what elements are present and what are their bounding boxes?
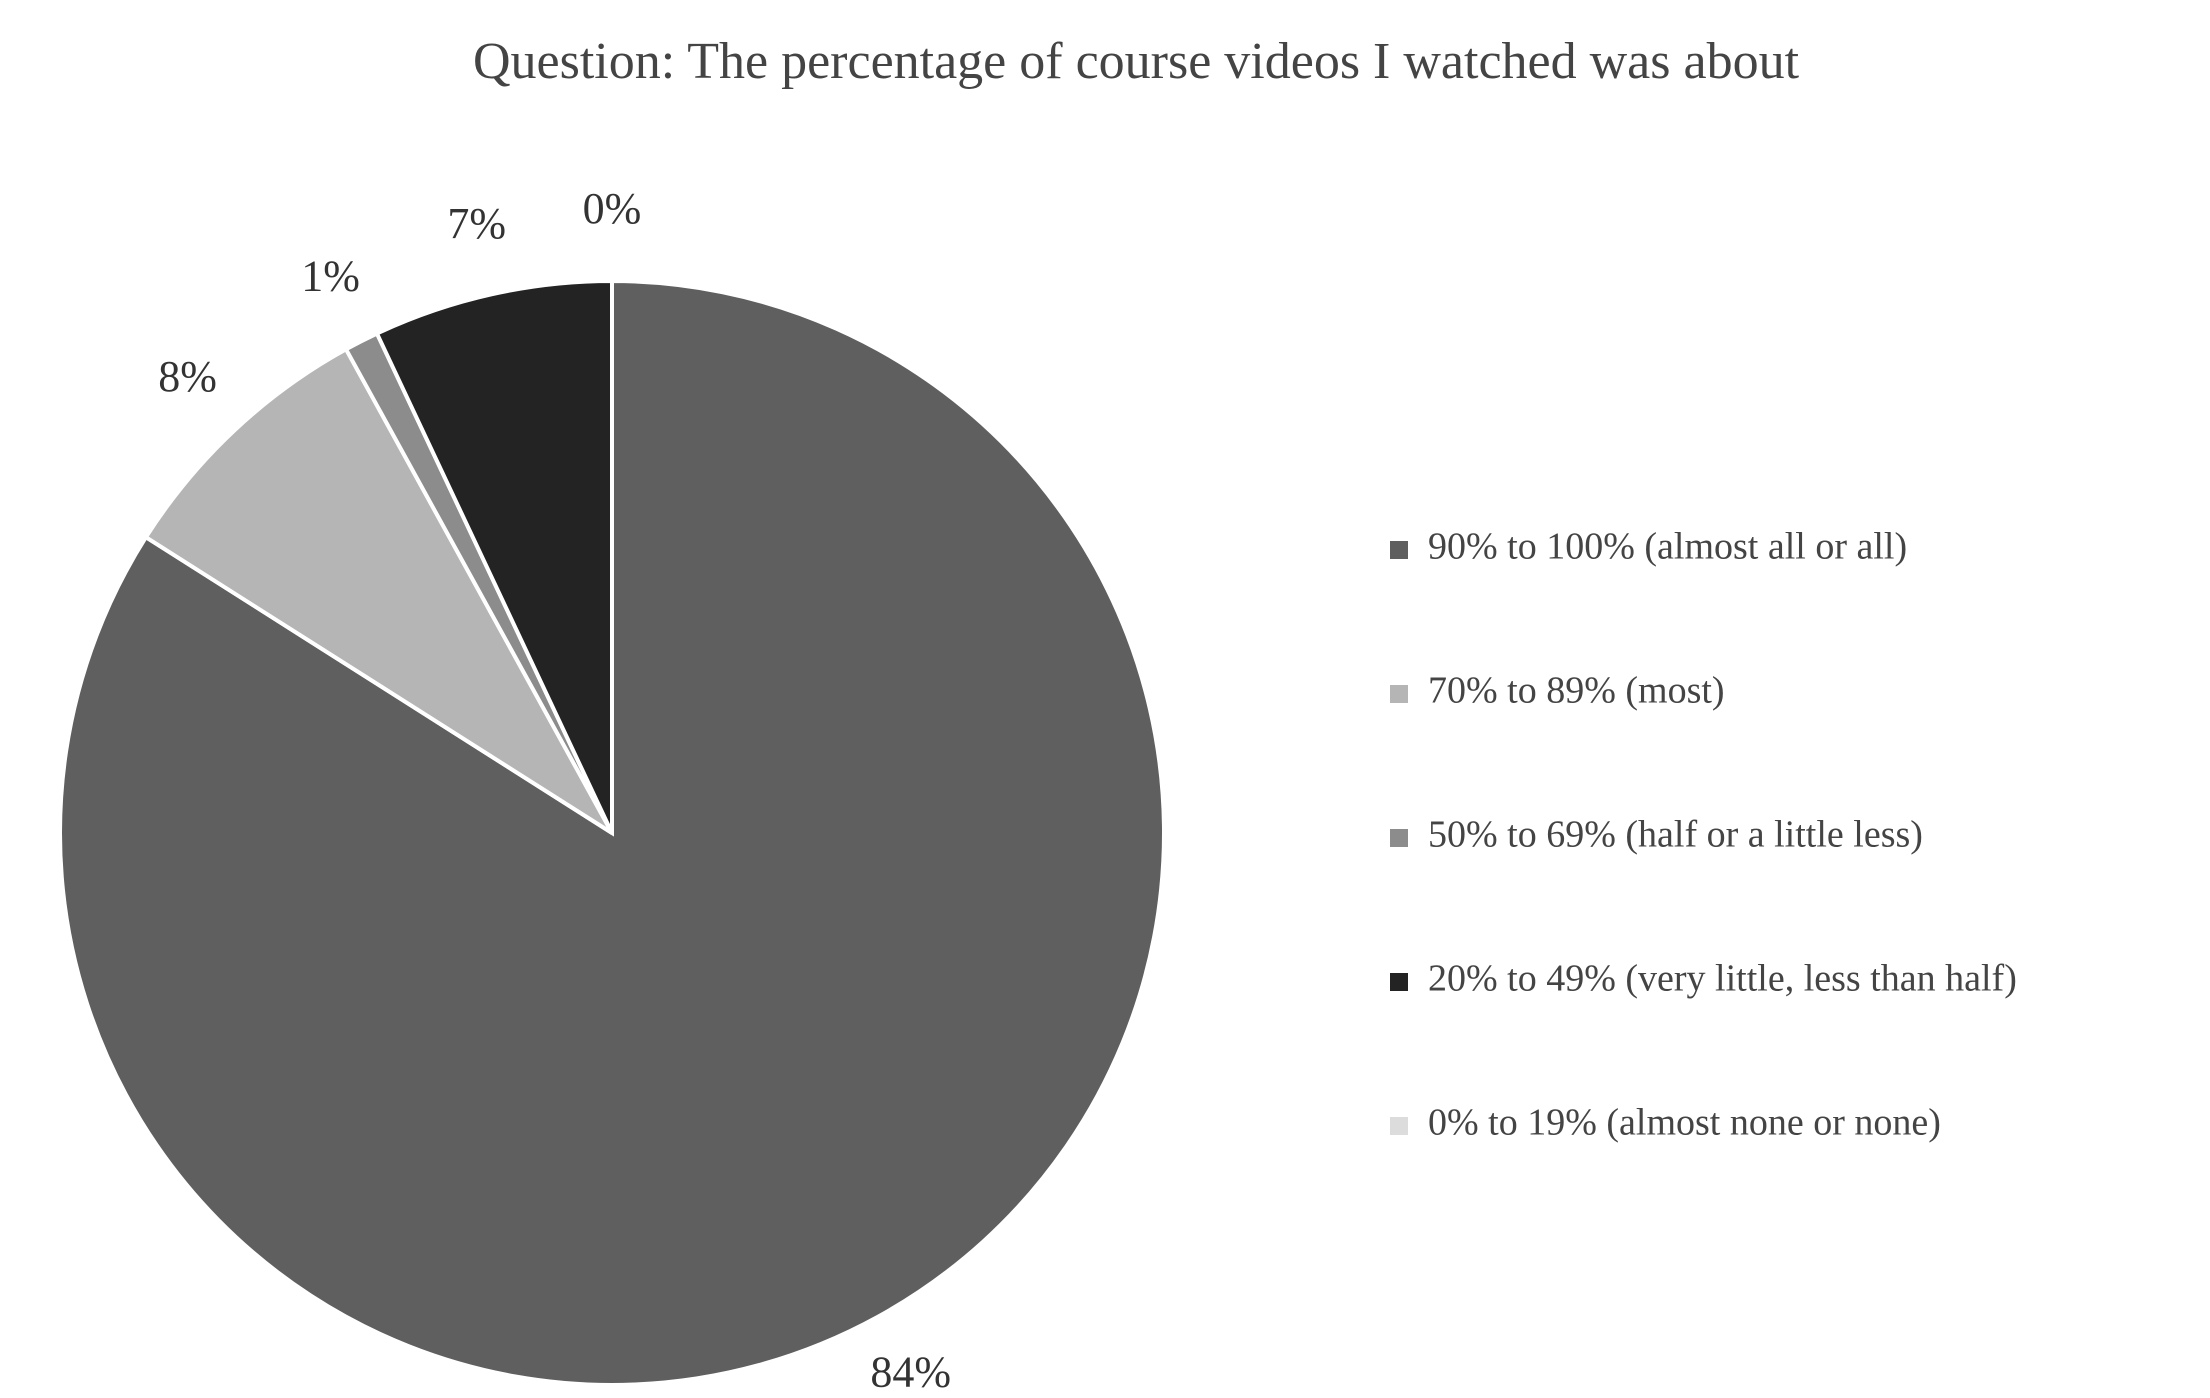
data-label: 1% [301, 252, 360, 301]
pie-slice [143, 346, 614, 835]
legend-label: 90% to 100% (almost all or all) [1428, 526, 1907, 568]
legend-label: 20% to 49% (very little, less than half) [1428, 958, 2017, 1000]
legend-marker [1390, 1117, 1408, 1135]
data-label: 8% [158, 352, 217, 401]
legend-label: 0% to 19% (almost none or none) [1428, 1102, 1941, 1144]
legend-marker [1390, 541, 1408, 559]
legend-marker [1390, 685, 1408, 703]
pie-slice [58, 278, 1166, 1387]
pie-slice [374, 278, 614, 834]
legend-marker [1390, 829, 1408, 847]
data-label: 84% [870, 1347, 951, 1396]
legend-label: 50% to 69% (half or a little less) [1428, 814, 1923, 856]
legend-marker [1390, 973, 1408, 991]
data-label: 0% [583, 184, 642, 233]
chart-title: Question: The percentage of course video… [473, 33, 1800, 90]
legend-label: 70% to 89% (most) [1428, 670, 1725, 712]
data-label: 7% [447, 199, 506, 248]
